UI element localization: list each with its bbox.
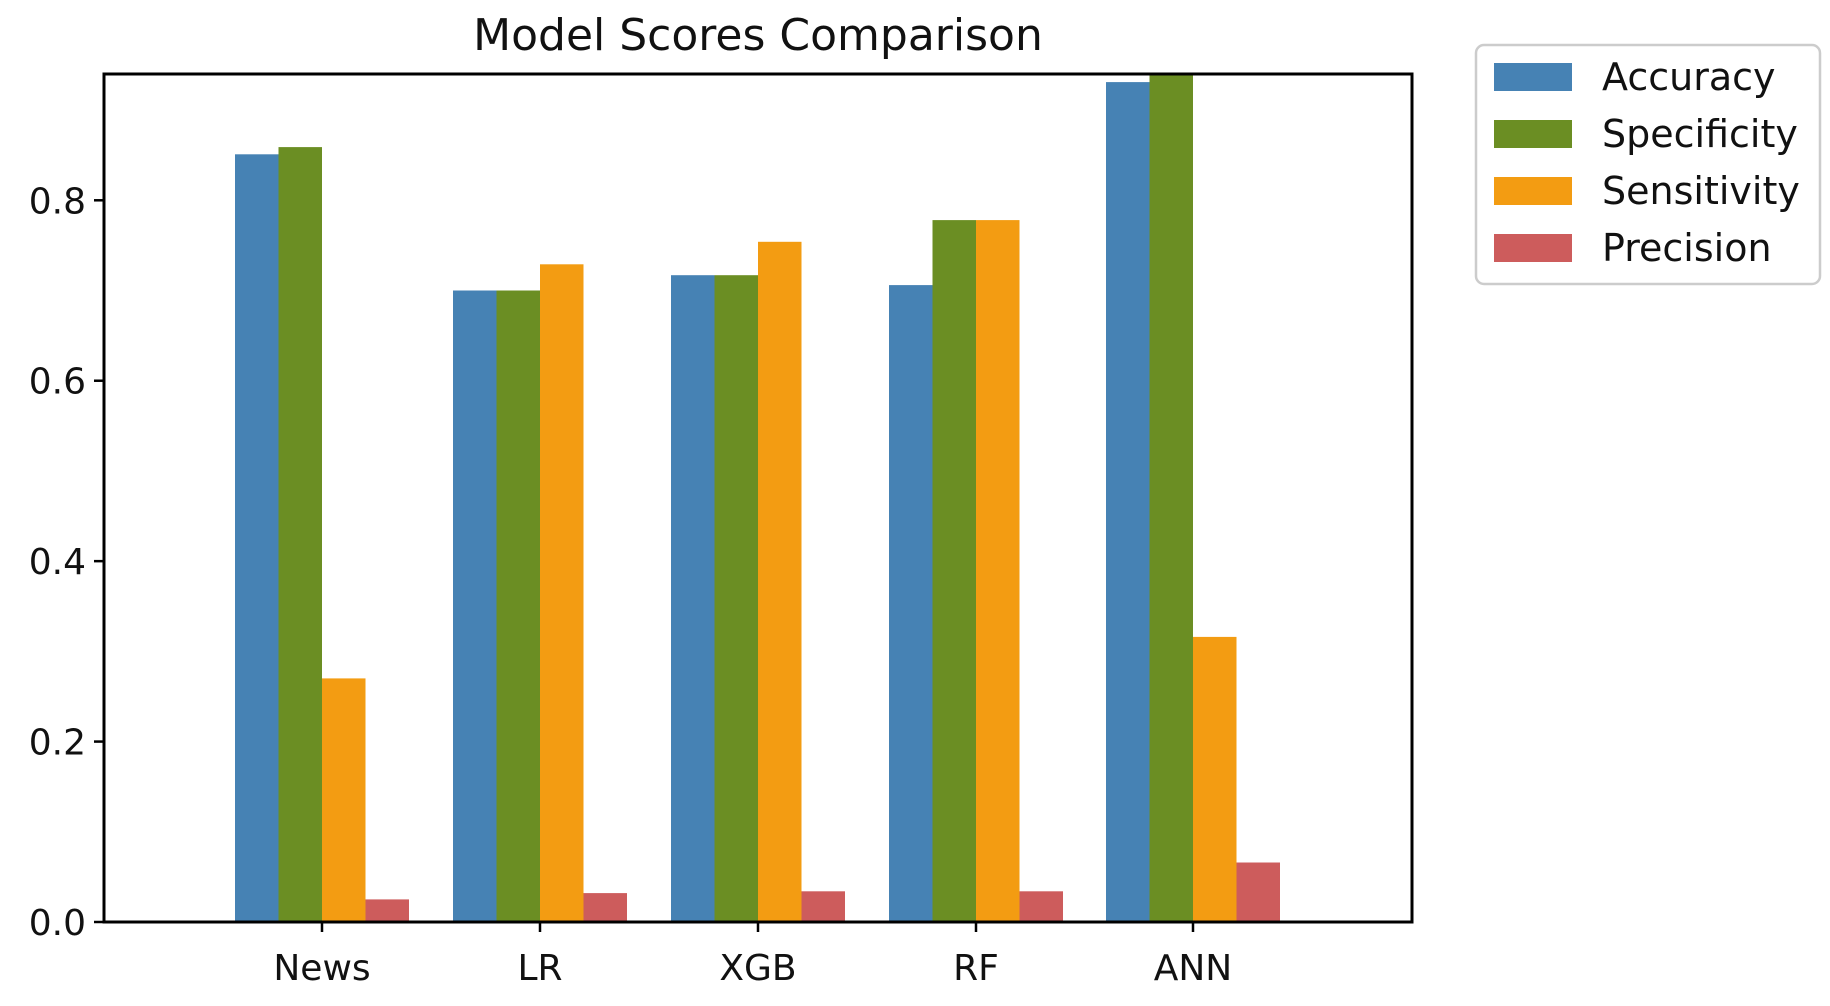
bar-accuracy-ann <box>1106 82 1150 923</box>
x-tick-label: LR <box>517 948 562 989</box>
y-tick-label: 0.6 <box>29 362 86 403</box>
legend-label-sensitivity: Sensitivity <box>1602 169 1800 213</box>
x-tick-label: XGB <box>719 948 796 989</box>
x-tick-label: ANN <box>1154 948 1233 989</box>
bar-specificity-news <box>278 147 322 923</box>
legend-label-precision: Precision <box>1602 226 1772 270</box>
bar-precision-news <box>365 899 409 922</box>
y-tick-label: 0.8 <box>29 181 86 222</box>
legend-swatch-sensitivity <box>1494 177 1572 205</box>
y-tick-label: 0.4 <box>29 542 86 583</box>
bar-sensitivity-xgb <box>758 241 802 923</box>
bar-precision-lr <box>583 893 627 922</box>
bar-specificity-xgb <box>714 275 758 922</box>
bar-precision-xgb <box>801 891 845 922</box>
legend: Accuracy Specificity Sensitivity Precision <box>1474 43 1822 286</box>
legend-swatch-precision <box>1494 234 1572 262</box>
bar-specificity-rf <box>932 220 976 923</box>
y-axis: 0.0 0.2 0.4 0.6 0.8 <box>29 181 104 944</box>
bar-specificity-lr <box>496 290 540 922</box>
bar-sensitivity-rf <box>976 220 1020 923</box>
bars-layer <box>235 74 1280 923</box>
bar-accuracy-news <box>235 154 279 923</box>
legend-swatch-accuracy <box>1494 63 1572 91</box>
plot-frame <box>102 72 1414 924</box>
bar-accuracy-lr <box>453 290 497 922</box>
bar-accuracy-xgb <box>671 275 715 922</box>
bar-sensitivity-lr <box>540 264 584 922</box>
bar-specificity-ann <box>1149 74 1193 922</box>
y-tick-label: 0.2 <box>29 723 86 764</box>
legend-swatch-specificity <box>1494 120 1572 148</box>
chart-title: Model Scores Comparison <box>473 10 1043 61</box>
bar-sensitivity-ann <box>1193 636 1237 922</box>
y-tick-label: 0.0 <box>29 903 86 944</box>
bar-accuracy-rf <box>889 285 933 923</box>
legend-label-accuracy: Accuracy <box>1602 55 1776 99</box>
bar-precision-ann <box>1236 862 1280 922</box>
x-axis: News LR XGB RF ANN <box>273 922 1232 989</box>
bar-precision-rf <box>1019 891 1063 922</box>
legend-label-specificity: Specificity <box>1602 112 1798 156</box>
bar-sensitivity-news <box>322 678 366 922</box>
legend-box <box>1474 43 1822 286</box>
x-tick-label: News <box>273 948 370 989</box>
x-tick-label: RF <box>953 948 999 989</box>
